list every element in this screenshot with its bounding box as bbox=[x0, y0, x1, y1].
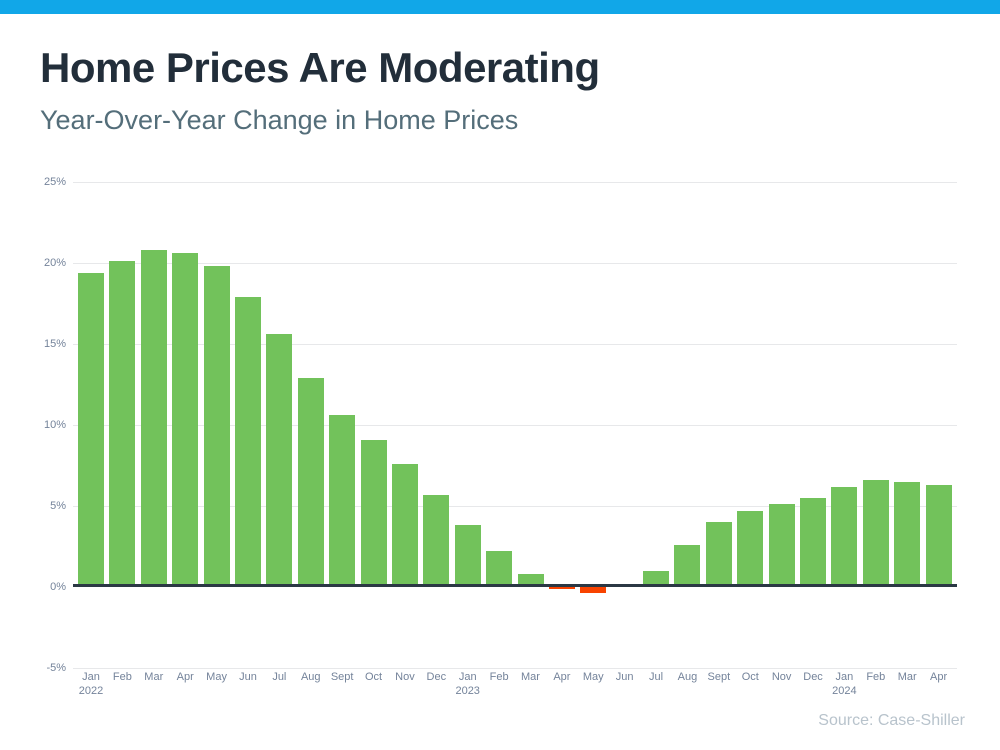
bar-apr-15 bbox=[548, 587, 575, 589]
x-axis-month-label: Dec bbox=[803, 671, 823, 683]
x-axis-month-label: Jan bbox=[835, 671, 854, 683]
bar-may-16 bbox=[580, 587, 607, 594]
x-axis-month-label: Nov bbox=[771, 671, 792, 683]
gridline-10 bbox=[73, 425, 957, 426]
bar-jan-12 bbox=[454, 525, 481, 587]
x-axis-month-label: Nov bbox=[395, 671, 415, 683]
gridline-25 bbox=[73, 182, 957, 183]
x-axis-month-label: Mar bbox=[897, 671, 917, 683]
bar-jul-6 bbox=[266, 334, 293, 587]
x-axis-year-label: 2022 bbox=[78, 685, 104, 697]
gridline-20 bbox=[73, 263, 957, 264]
bar-nov-10 bbox=[391, 463, 418, 587]
bar-mar-26 bbox=[894, 481, 921, 587]
y-axis-tick-label: 0% bbox=[50, 581, 66, 593]
x-axis-month-label: Jan bbox=[458, 671, 477, 683]
x-axis-month-label: Feb bbox=[489, 671, 509, 683]
bar-feb-1 bbox=[109, 261, 136, 587]
gridline-15 bbox=[73, 344, 957, 345]
y-axis-tick-label: -5% bbox=[46, 662, 66, 674]
bar-nov-22 bbox=[768, 504, 795, 587]
x-axis-month-label: Mar bbox=[144, 671, 164, 683]
x-axis-year-label: 2023 bbox=[455, 685, 480, 697]
x-axis-month-label: Jun bbox=[239, 671, 257, 683]
bar-dec-23 bbox=[800, 497, 827, 587]
accent-top-bar bbox=[0, 0, 1000, 14]
x-axis-month-label: Sept bbox=[707, 671, 731, 683]
y-axis-tick-label: 5% bbox=[50, 500, 66, 512]
x-axis-month-label: Oct bbox=[741, 671, 759, 683]
x-axis-month-label: Jun bbox=[615, 671, 634, 683]
bar-feb-25 bbox=[862, 480, 889, 587]
bar-mar-2 bbox=[140, 250, 167, 587]
x-axis-month-label: Jul bbox=[272, 671, 287, 683]
x-axis-month-label: Apr bbox=[930, 671, 948, 683]
x-axis-month-label: Sept bbox=[330, 671, 354, 683]
bar-oct-21 bbox=[737, 510, 764, 587]
page-title: Home Prices Are Moderating bbox=[40, 44, 600, 91]
bar-sept-20 bbox=[705, 522, 732, 587]
bar-may-4 bbox=[203, 266, 230, 587]
y-axis-tick-label: 20% bbox=[43, 257, 66, 269]
gridline-5 bbox=[73, 506, 957, 507]
x-axis-month-label: Feb bbox=[866, 671, 886, 683]
x-axis-year-label: 2024 bbox=[832, 685, 857, 697]
bar-dec-11 bbox=[423, 494, 450, 587]
chart-subtitle: Year-Over-Year Change in Home Prices bbox=[40, 105, 519, 135]
bar-jan-0 bbox=[78, 272, 104, 587]
x-axis-zero-line bbox=[73, 584, 957, 587]
bar-aug-19 bbox=[674, 544, 701, 587]
x-axis-month-label: Jul bbox=[649, 671, 664, 683]
bar-aug-7 bbox=[297, 378, 324, 587]
x-axis-month-label: Aug bbox=[300, 671, 321, 683]
x-axis-month-label: Feb bbox=[112, 671, 132, 683]
x-axis-month-label: Apr bbox=[176, 671, 194, 683]
x-axis-month-label: May bbox=[582, 671, 604, 683]
x-axis-month-label: Apr bbox=[553, 671, 571, 683]
bar-jun-5 bbox=[234, 297, 261, 587]
x-axis-month-label: May bbox=[206, 671, 227, 683]
y-axis-tick-label: 10% bbox=[43, 419, 66, 431]
bar-oct-9 bbox=[360, 439, 387, 587]
bar-apr-27 bbox=[925, 484, 952, 587]
bar-jul-18 bbox=[643, 570, 670, 587]
y-axis-tick-label: 15% bbox=[43, 338, 66, 350]
y-axis-tick-label: 25% bbox=[43, 176, 66, 188]
x-axis-month-label: Oct bbox=[364, 671, 383, 683]
x-axis-month-label: Jan bbox=[82, 671, 100, 683]
source-note: Source: Case-Shiller bbox=[818, 712, 965, 729]
bar-mar-14 bbox=[517, 574, 544, 587]
bar-apr-3 bbox=[172, 253, 199, 587]
bar-sept-8 bbox=[329, 415, 356, 587]
x-axis-month-label: Mar bbox=[521, 671, 540, 683]
x-axis-month-label: Dec bbox=[426, 671, 447, 683]
gridline--5 bbox=[73, 668, 957, 669]
x-axis-month-label: Aug bbox=[677, 671, 698, 683]
bar-jan-24 bbox=[831, 486, 858, 587]
bar-feb-13 bbox=[486, 551, 513, 587]
